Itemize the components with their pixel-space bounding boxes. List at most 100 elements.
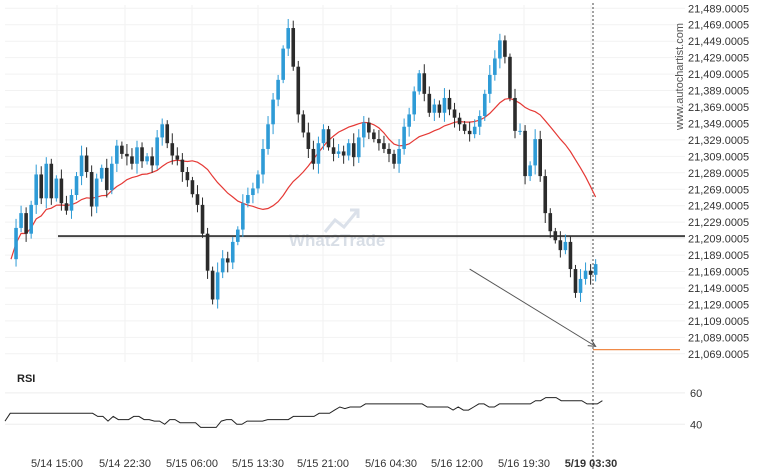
candle-up <box>14 227 18 260</box>
candle-up <box>488 74 492 94</box>
candle-down <box>462 124 467 131</box>
candle-up <box>472 126 477 135</box>
candle-up <box>442 97 447 113</box>
candle-up <box>281 48 285 80</box>
candle-down <box>185 171 190 181</box>
candle-up <box>29 204 33 234</box>
grid <box>5 5 685 362</box>
candle-down <box>503 40 507 57</box>
y-tick-label: 21,429.0005 <box>688 53 749 65</box>
candle-down <box>39 174 44 199</box>
y-tick-label: 21,069.0005 <box>688 349 749 361</box>
site-watermark: www.autochartist.com <box>674 23 686 131</box>
time-axis: 5/14 15:00 5/14 22:30 5/15 06:00 5/15 13:30… <box>31 458 617 470</box>
y-tick-label: 21,289.0005 <box>688 168 749 180</box>
y-tick-label: 21,129.0005 <box>688 299 749 311</box>
candle-up <box>215 272 220 300</box>
brand-watermark: What2Trade <box>289 231 385 250</box>
candle-up <box>69 195 74 211</box>
candle-up <box>220 258 225 273</box>
candle-down <box>553 231 558 241</box>
candle-up <box>593 264 598 275</box>
candle-down <box>104 167 109 191</box>
candle-up <box>407 114 411 127</box>
candle-up <box>316 143 321 164</box>
x-tick-label: 5/16 04:30 <box>365 458 417 470</box>
candle-down <box>467 130 472 135</box>
x-tick-label: 5/14 22:30 <box>99 458 151 470</box>
projection-arrow-head <box>587 339 597 347</box>
candle-down <box>387 148 391 154</box>
candle-down <box>200 204 205 234</box>
candle-up <box>54 178 59 199</box>
y-tick-label: 21,469.0005 <box>688 20 749 32</box>
candle-up <box>236 229 240 242</box>
x-tick-label: 5/14 15:00 <box>31 458 83 470</box>
candle-down <box>195 194 200 205</box>
candle-down <box>296 66 301 115</box>
x-tick-label: 5/16 19:30 <box>498 458 550 470</box>
candle-up <box>230 241 235 263</box>
candle-down <box>558 240 563 251</box>
y-tick-label: 21,309.0005 <box>688 151 749 163</box>
candle-down <box>427 93 432 113</box>
candle-down <box>59 178 64 204</box>
candle-down <box>548 213 553 232</box>
price-axis: 21,069.0005 21,089.0005 21,109.0005 21,129.… <box>688 3 749 360</box>
candle-up <box>79 155 84 177</box>
y-tick-label: 21,229.0005 <box>688 217 749 229</box>
candle-up <box>271 99 275 125</box>
candle-up <box>256 174 260 189</box>
y-tick-label: 21,489.0005 <box>688 3 749 15</box>
candle-up <box>493 58 497 75</box>
candle-down <box>190 180 195 195</box>
candle-up <box>583 270 588 279</box>
candle-up <box>110 163 114 191</box>
y-tick-label: 21,369.0005 <box>688 102 749 114</box>
candle-up <box>346 143 351 156</box>
moving-average <box>10 97 597 260</box>
candle-down <box>351 143 356 158</box>
candle-down <box>125 153 129 157</box>
candle-down <box>367 122 371 133</box>
candle-up <box>397 148 401 164</box>
y-tick-label: 21,169.0005 <box>688 267 749 279</box>
candle-up <box>74 176 79 196</box>
candle-up <box>362 122 366 138</box>
candle-up <box>115 145 119 164</box>
candle-up <box>94 178 99 207</box>
candle-up <box>432 104 437 113</box>
candle-down <box>89 171 94 207</box>
candle-up <box>286 28 290 49</box>
candle-down <box>150 156 154 166</box>
candle-up <box>241 203 245 230</box>
y-tick-label: 21,089.0005 <box>688 332 749 344</box>
candle-down <box>538 139 542 177</box>
candle-down <box>568 241 573 270</box>
levels <box>58 3 685 470</box>
candle-down <box>24 213 28 234</box>
candle-down <box>291 28 296 67</box>
candle-up <box>99 167 104 179</box>
candle-down <box>175 155 180 160</box>
candle-down <box>205 233 210 271</box>
candle-up <box>321 129 326 144</box>
candle-down <box>513 97 517 131</box>
candle-up <box>482 93 487 117</box>
brand-watermark-icon <box>323 208 360 233</box>
candle-down <box>140 147 144 162</box>
candle-up <box>266 124 270 149</box>
candle-up <box>563 241 568 251</box>
candle-up <box>498 40 502 59</box>
candle-down <box>382 143 386 149</box>
y-tick-label: 21,249.0005 <box>688 201 749 213</box>
candle-down <box>341 151 346 156</box>
y-tick-label: 21,209.0005 <box>688 234 749 246</box>
projection-arrow-line <box>469 268 596 347</box>
candle-up <box>155 137 159 166</box>
candle-up <box>251 188 255 196</box>
x-tick-label: 5/16 12:00 <box>431 458 483 470</box>
candle-up <box>412 91 416 115</box>
candle-up <box>135 147 139 164</box>
